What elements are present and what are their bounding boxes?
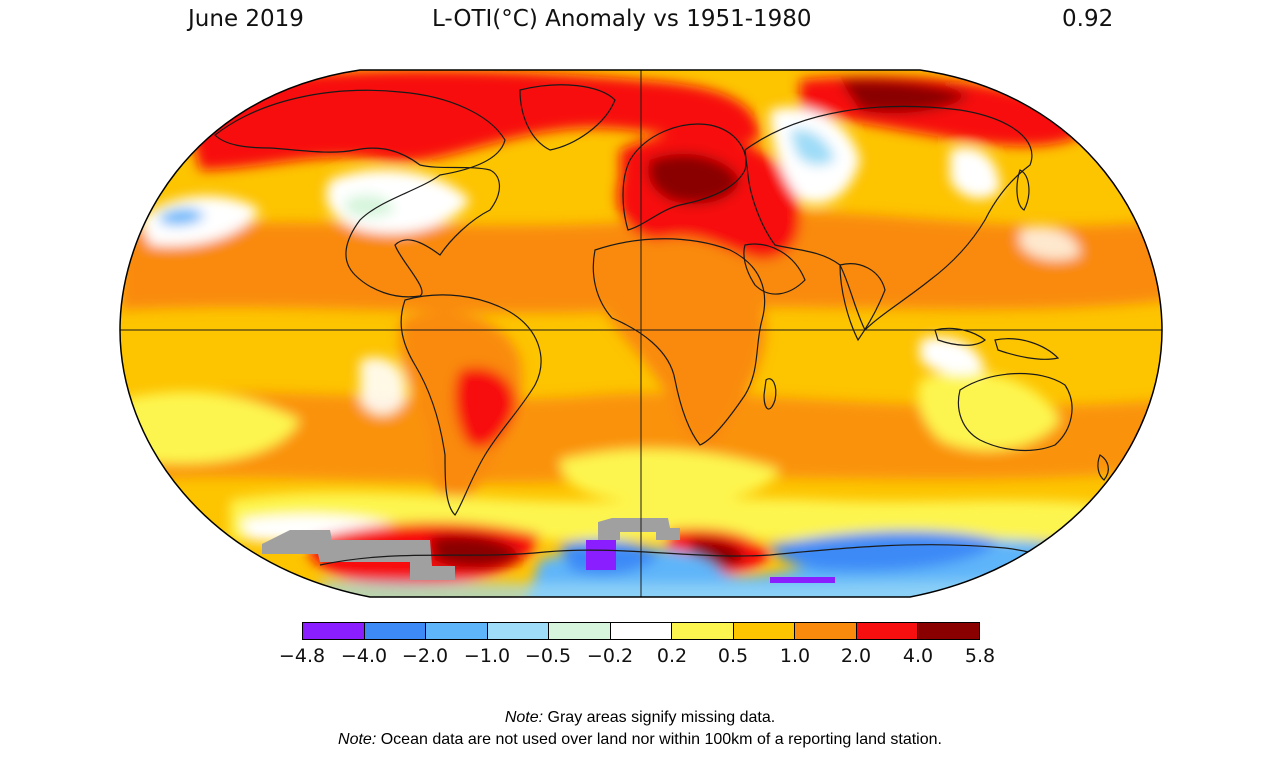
legend-tick-label: −4.8 — [278, 645, 326, 667]
legend-swatch — [426, 623, 488, 639]
legend-swatch — [487, 623, 550, 639]
note-text: Gray areas signify missing data. — [543, 709, 776, 726]
legend-tick-label: 2.0 — [840, 645, 872, 667]
legend-tick-label: −0.2 — [586, 645, 634, 667]
legend-swatch — [303, 623, 365, 639]
legend-swatch — [856, 623, 919, 639]
world-anomaly-map — [119, 69, 1163, 598]
footnotes: Note: Gray areas signify missing data. N… — [0, 707, 1280, 751]
legend-swatch — [918, 623, 980, 639]
map-border — [119, 69, 1163, 598]
note-label: Note: — [504, 709, 544, 726]
color-legend-bar — [302, 622, 980, 640]
note-missing-data: Note: Gray areas signify missing data. — [0, 707, 1280, 729]
global-mean-value: 0.92 — [1062, 6, 1114, 32]
legend-tick-label: 4.0 — [902, 645, 934, 667]
legend-tick-label: 0.5 — [717, 645, 749, 667]
legend-tick-label: −0.5 — [524, 645, 572, 667]
map-header: June 2019 L-OTI(°C) Anomaly vs 1951-1980… — [0, 6, 1280, 40]
legend-swatch — [672, 623, 734, 639]
legend-tick-label: −1.0 — [463, 645, 511, 667]
legend-tick-label: −2.0 — [401, 645, 449, 667]
legend-tick-label: 0.2 — [656, 645, 688, 667]
color-legend-ticks: −4.8 −4.0 −2.0 −1.0 −0.5 −0.2 0.2 0.5 1.… — [278, 645, 1002, 671]
legend-tick-label: 5.8 — [964, 645, 996, 667]
legend-swatch — [364, 623, 427, 639]
anomaly-field — [120, 70, 1162, 597]
legend-swatch — [733, 623, 796, 639]
anomaly-cold-strip — [770, 577, 835, 583]
legend-tick-label: 1.0 — [779, 645, 811, 667]
legend-tick-label: −4.0 — [340, 645, 388, 667]
missing-data-areas — [262, 518, 680, 580]
anomaly-cold-patch — [586, 540, 616, 570]
note-label: Note: — [338, 731, 377, 748]
legend-swatch — [549, 623, 611, 639]
legend-swatch — [610, 623, 673, 639]
legend-swatch — [795, 623, 857, 639]
continent-outlines — [214, 84, 1109, 576]
note-text: Ocean data are not used over land nor wi… — [376, 731, 942, 748]
map-date: June 2019 — [188, 6, 304, 32]
note-ocean-data: Note: Ocean data are not used over land … — [0, 729, 1280, 751]
map-title: L-OTI(°C) Anomaly vs 1951-1980 — [432, 6, 812, 32]
